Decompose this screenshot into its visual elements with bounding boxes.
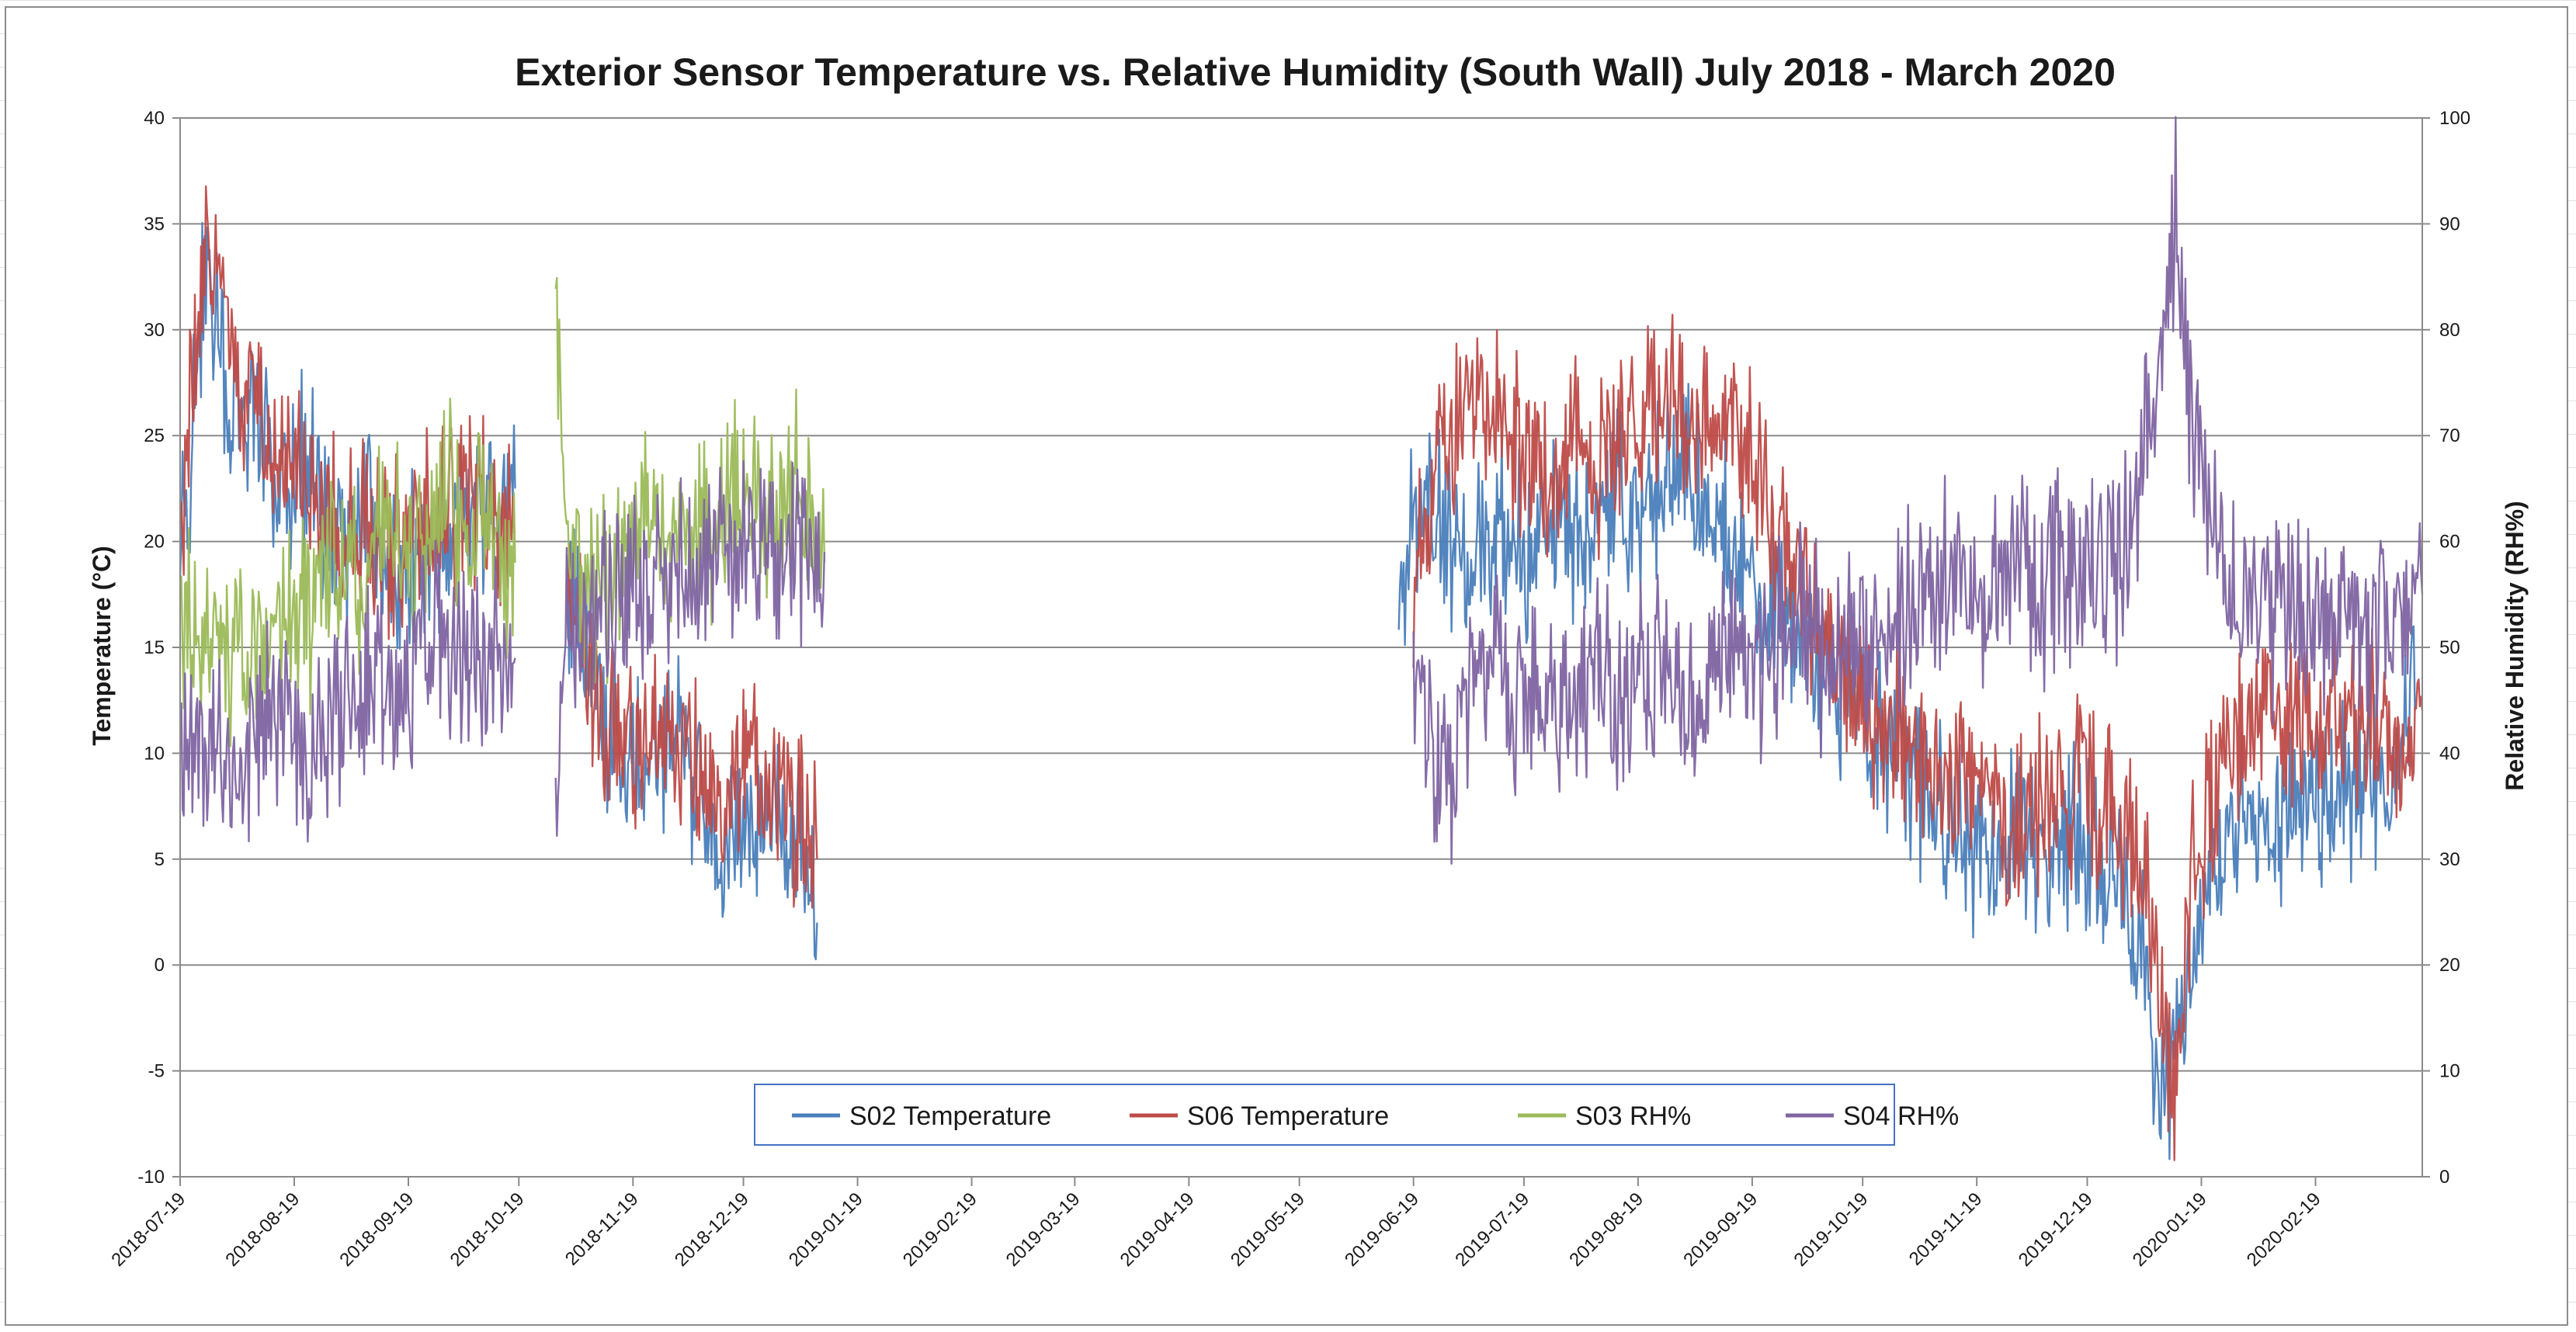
y-axis-title: Temperature (°C) — [88, 546, 116, 746]
x-tick-label-10: 2019-05-19 — [1227, 1188, 1309, 1271]
y2-tick-label-1: 10 — [2439, 1061, 2460, 1082]
x-tick-label-15: 2019-10-19 — [1790, 1188, 1873, 1271]
x-tick-label-13: 2019-08-19 — [1565, 1188, 1647, 1271]
x-tick-label-7: 2019-02-19 — [899, 1188, 981, 1271]
x-tick-label-5: 2018-12-19 — [671, 1188, 753, 1271]
x-tick-label-19: 2020-02-19 — [2243, 1188, 2325, 1271]
y2-tick-label-0: 0 — [2439, 1167, 2449, 1188]
x-tick-label-11: 2019-06-19 — [1341, 1188, 1423, 1271]
x-tick-label-4: 2018-11-19 — [561, 1188, 643, 1270]
series-3 — [179, 116, 2424, 865]
x-tick-label-18: 2020-01-19 — [2129, 1188, 2211, 1271]
series-1-segment-2 — [1412, 314, 2424, 1161]
x-tick-label-3: 2018-10-19 — [446, 1188, 529, 1271]
y-tick-label-5: 15 — [144, 637, 165, 658]
y-tick-label-6: 20 — [144, 532, 165, 553]
y2-tick-label-5: 50 — [2439, 637, 2460, 658]
gridlines — [180, 117, 2422, 1178]
y2-tick-label-2: 20 — [2439, 955, 2460, 976]
series-0 — [179, 222, 2416, 1160]
series-3-segment-1 — [554, 460, 826, 838]
y-tick-label-7: 25 — [144, 425, 165, 446]
series-2-segment-0 — [179, 397, 516, 748]
y2-tick-label-9: 90 — [2439, 213, 2460, 234]
legend[interactable]: S02 Temperature S06 Temperature S03 RH% S04… — [754, 1084, 1959, 1146]
y-tick-label-0: -10 — [137, 1167, 165, 1188]
y-tick-label-3: 5 — [154, 849, 165, 870]
series-3-segment-0 — [179, 539, 516, 843]
y2-tick-label-6: 60 — [2439, 532, 2460, 553]
x-tick-label-9: 2019-04-19 — [1116, 1188, 1199, 1271]
series-layer — [179, 116, 2424, 1161]
legend-label-3: S04 RH% — [1843, 1101, 1959, 1131]
x-tick-label-17: 2019-12-19 — [2015, 1188, 2097, 1271]
x-tick-label-0: 2018-07-19 — [107, 1188, 189, 1271]
y2-tick-label-10: 100 — [2439, 108, 2470, 129]
y-tick-label-1: -5 — [148, 1061, 165, 1082]
series-1-segment-1 — [565, 543, 818, 909]
chart-title: Exterior Sensor Temperature vs. Relative… — [515, 50, 2116, 94]
x-tick-label-6: 2019-01-19 — [785, 1188, 867, 1271]
series-3-segment-2 — [1412, 116, 2424, 865]
y2-tick-label-8: 80 — [2439, 320, 2460, 341]
legend-label-2: S03 RH% — [1575, 1101, 1691, 1131]
y2-tick-label-4: 40 — [2439, 743, 2460, 764]
y-tick-label-8: 30 — [144, 320, 165, 341]
y-tick-label-4: 10 — [144, 743, 165, 764]
x-tick-label-14: 2019-09-19 — [1679, 1188, 1762, 1271]
legend-label-1: S06 Temperature — [1187, 1101, 1389, 1131]
x-tick-label-8: 2019-03-19 — [1002, 1188, 1085, 1271]
x-tick-label-16: 2019-11-19 — [1905, 1188, 1987, 1270]
y2-tick-label-3: 30 — [2439, 849, 2460, 870]
legend-box — [754, 1084, 1895, 1146]
series-1 — [179, 185, 2424, 1161]
y-tick-label-9: 35 — [144, 213, 165, 234]
y2-tick-label-7: 70 — [2439, 425, 2460, 446]
y-tick-label-2: 0 — [154, 955, 165, 976]
legend-label-0: S02 Temperature — [849, 1101, 1051, 1131]
y2-axis-title: Relative Humidity (RH%) — [2501, 501, 2529, 790]
x-tick-label-1: 2018-08-19 — [221, 1188, 304, 1271]
x-tick-label-12: 2019-07-19 — [1451, 1188, 1533, 1271]
x-tick-label-2: 2018-09-19 — [335, 1188, 418, 1271]
y-tick-label-10: 40 — [144, 108, 165, 129]
